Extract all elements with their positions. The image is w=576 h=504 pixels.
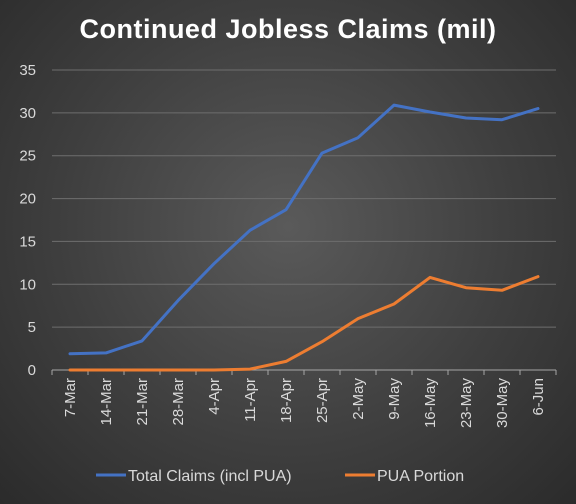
x-tick-label: 23-May [458, 378, 475, 429]
x-tick-label: 30-May [494, 378, 511, 429]
x-tick-label: 28-Mar [170, 378, 187, 426]
x-tick-label: 6-Jun [530, 378, 547, 416]
legend-label: Total Claims (incl PUA) [128, 468, 292, 485]
x-tick-label: 4-Apr [206, 378, 223, 415]
x-tick-label: 16-May [422, 378, 439, 429]
x-tick-label: 18-Apr [278, 378, 295, 423]
y-tick-label: 0 [28, 362, 36, 379]
y-tick-label: 15 [19, 233, 36, 250]
x-tick-label: 14-Mar [98, 378, 115, 426]
series-line-1 [68, 103, 540, 356]
x-tick-label: 11-Apr [242, 378, 259, 422]
y-tick-label: 25 [19, 148, 36, 165]
x-tick-label: 21-Mar [134, 378, 151, 426]
y-tick-label: 35 [19, 62, 36, 79]
x-tick-label: 7-Mar [62, 378, 79, 417]
x-tick-label: 25-Apr [314, 378, 331, 423]
y-tick-label: 10 [19, 276, 36, 293]
x-tick-label: 9-May [386, 378, 403, 420]
chart-title: Continued Jobless Claims (mil) [79, 14, 497, 44]
series-line-2 [68, 275, 540, 372]
y-tick-label: 20 [19, 191, 36, 208]
legend-label: PUA Portion [377, 468, 464, 485]
y-tick-label: 5 [28, 319, 36, 336]
x-tick-label: 2-May [350, 378, 367, 420]
y-tick-label: 30 [19, 105, 36, 122]
